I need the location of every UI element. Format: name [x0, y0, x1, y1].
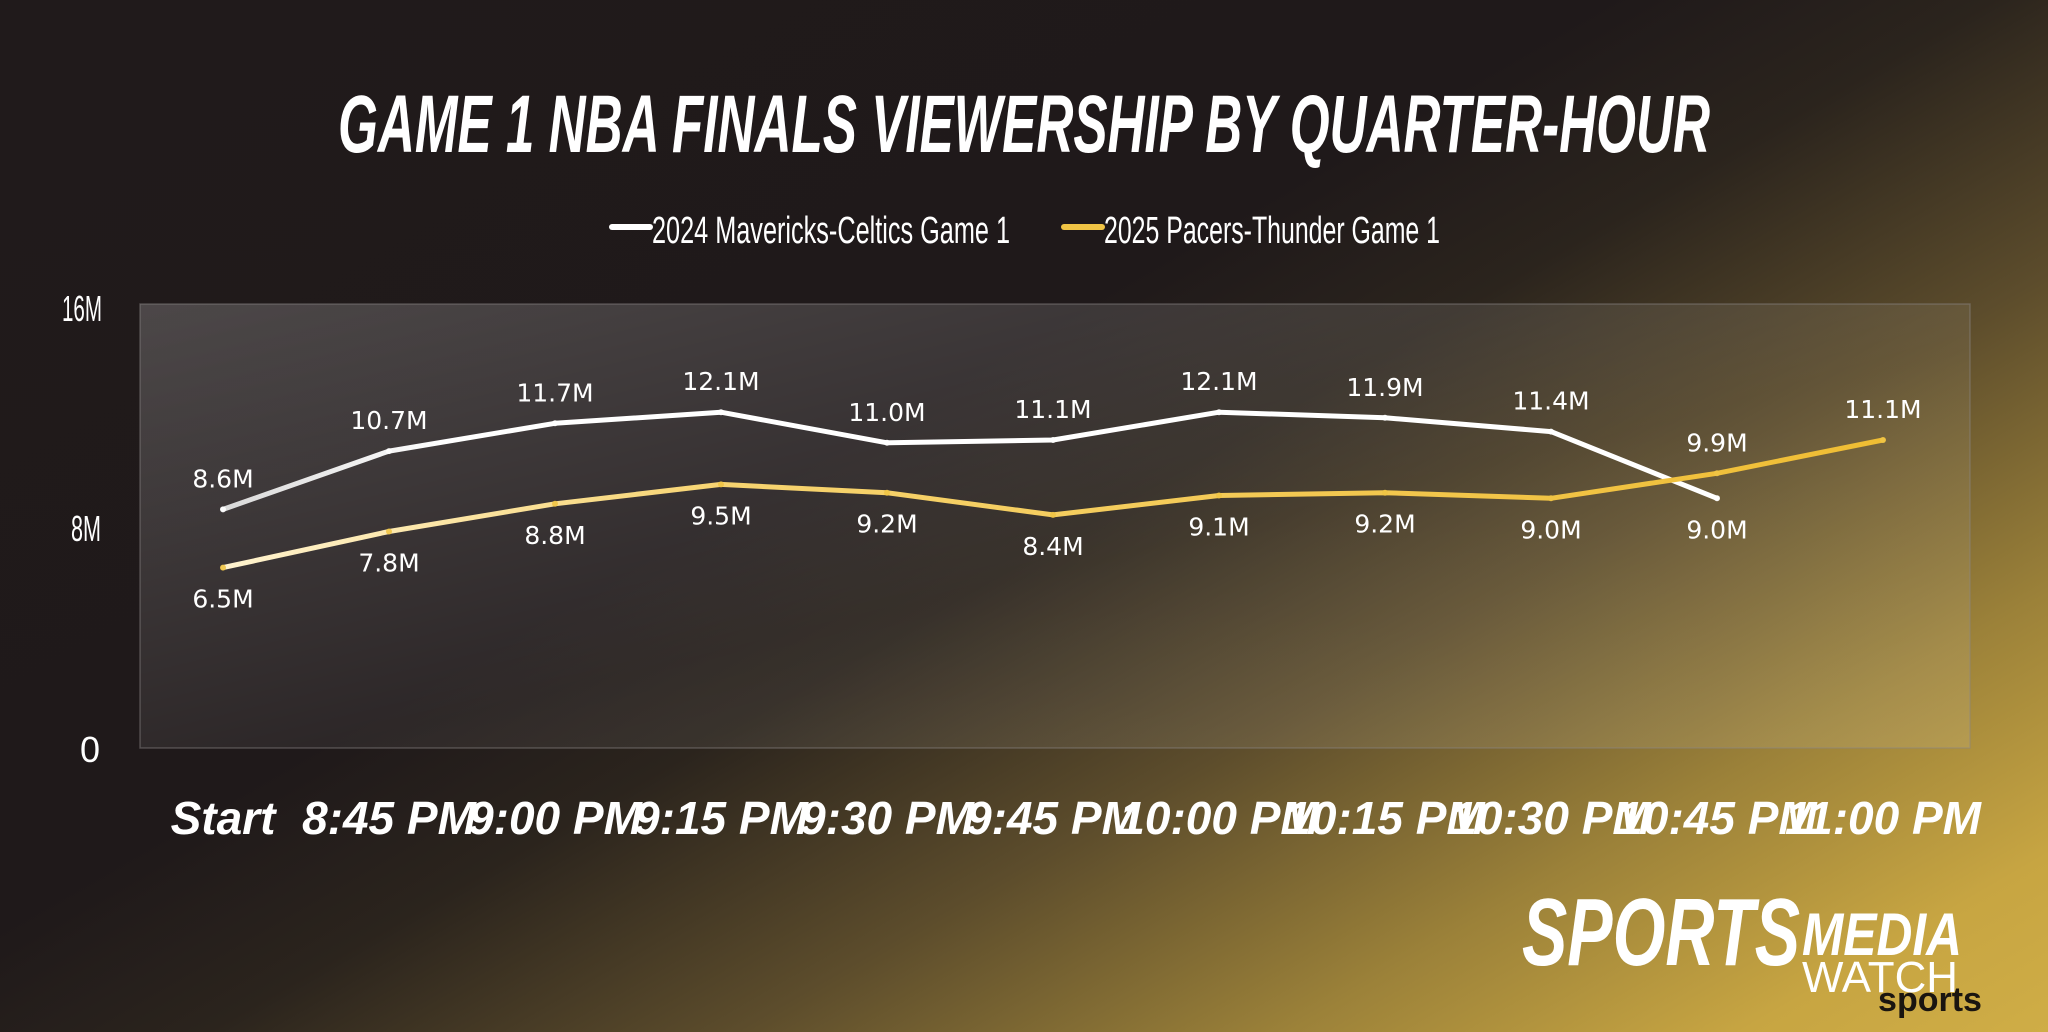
- data-point-2025: [552, 500, 558, 507]
- data-point-2024: [220, 506, 226, 513]
- data-label-2025: 9.2M: [1354, 510, 1415, 539]
- data-label-2025: 9.1M: [1188, 513, 1249, 542]
- data-point-2025: [718, 481, 724, 488]
- logo-watch-text: WATCH: [1802, 953, 1958, 1002]
- data-point-2024: [386, 448, 392, 455]
- data-point-2024: [552, 420, 558, 427]
- data-point-2025: [1714, 470, 1720, 477]
- data-label-2025: 6.5M: [192, 585, 253, 614]
- series-layer: [220, 409, 1886, 571]
- data-point-2024: [1714, 495, 1720, 502]
- data-label-2024: 10.7M: [350, 406, 427, 435]
- x-tick-label: 10:30 PM: [1451, 792, 1652, 844]
- y-tick-label-0: 0: [80, 729, 100, 770]
- data-point-2024: [884, 439, 890, 446]
- data-label-2025: 9.2M: [856, 510, 917, 539]
- data-label-2024: 9.0M: [1686, 515, 1747, 544]
- y-tick-label-8m: 8M: [71, 508, 101, 549]
- data-point-2025: [1548, 495, 1554, 502]
- data-label-2025: 9.5M: [690, 501, 751, 530]
- data-label-2025: 9.9M: [1686, 428, 1747, 457]
- logo-media-text: MEDIA: [1802, 901, 1962, 968]
- data-label-2025: 11.1M: [1844, 395, 1921, 424]
- data-label-2024: 11.7M: [516, 378, 593, 407]
- data-point-2024: [1382, 414, 1388, 421]
- y-axis: 16M 8M 0: [62, 288, 102, 770]
- data-label-2025: 8.4M: [1022, 532, 1083, 561]
- x-tick-label: 10:00 PM: [1119, 792, 1320, 844]
- x-tick-label: 10:45 PM: [1617, 792, 1818, 844]
- data-label-2025: 7.8M: [358, 549, 419, 578]
- data-point-2025: [1880, 437, 1886, 443]
- data-label-2024: 11.9M: [1346, 373, 1423, 402]
- x-tick-label: Start: [171, 792, 277, 844]
- data-label-2025: 9.0M: [1520, 515, 1581, 544]
- data-point-2025: [386, 528, 392, 535]
- data-point-2025: [1382, 489, 1388, 496]
- series-line-2024: [220, 409, 1720, 512]
- x-tick-label: 11:00 PM: [1785, 792, 1983, 844]
- data-point-2025: [1050, 511, 1056, 518]
- data-point-2024: [1548, 428, 1554, 435]
- legend-label-2024: 2024 Mavericks-Celtics Game 1: [652, 210, 1010, 252]
- data-label-2024: 8.6M: [192, 464, 253, 493]
- data-label-2024: 11.0M: [848, 398, 925, 427]
- sports-media-watch-logo: SPORTS MEDIA WATCH: [1522, 879, 1962, 1002]
- data-point-2025: [220, 564, 226, 571]
- data-label-2024: 11.4M: [1512, 387, 1589, 416]
- data-label-2024: 12.1M: [1180, 367, 1257, 396]
- data-label-2024: 12.1M: [682, 367, 759, 396]
- data-labels: 8.6M 10.7M 11.7M 12.1M 11.0M 11.1M 12.1M 11.9M 1…: [192, 367, 1921, 613]
- corner-sports-mark: sports: [1878, 981, 1982, 1019]
- x-tick-label: 9:00 PM: [468, 792, 644, 844]
- x-tick-label: 10:15 PM: [1285, 792, 1486, 844]
- data-label-2024: 11.1M: [1014, 395, 1091, 424]
- x-tick-label: 9:15 PM: [634, 792, 810, 844]
- x-tick-label: 9:45 PM: [966, 792, 1142, 844]
- x-tick-label: 8:45 PM: [302, 792, 478, 844]
- legend: 2024 Mavericks-Celtics Game 1 2025 Pacer…: [609, 210, 1440, 252]
- x-tick-label: 9:30 PM: [800, 792, 976, 844]
- x-axis: Start 8:45 PM9:00 PM9:15 PM9:30 PM9:45 PM…: [171, 792, 1983, 844]
- data-point-2024: [718, 409, 724, 416]
- data-point-2024: [1216, 409, 1222, 416]
- legend-label-2025: 2025 Pacers-Thunder Game 1: [1104, 210, 1440, 252]
- data-point-2024: [1050, 437, 1056, 443]
- logo-sports-text: SPORTS: [1522, 879, 1800, 986]
- data-point-2025: [1216, 492, 1222, 499]
- data-point-2025: [884, 489, 890, 496]
- data-label-2025: 8.8M: [524, 521, 585, 550]
- plot-area: [139, 303, 1971, 749]
- y-tick-label-16m: 16M: [62, 288, 102, 329]
- chart-title: GAME 1 NBA FINALS VIEWERSHIP BY QUARTER-…: [338, 79, 1710, 170]
